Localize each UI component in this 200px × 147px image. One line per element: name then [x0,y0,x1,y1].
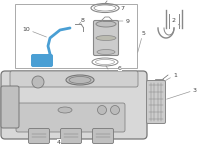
Ellipse shape [66,75,94,85]
Ellipse shape [58,107,72,113]
Ellipse shape [97,50,115,55]
FancyBboxPatch shape [61,128,82,143]
FancyBboxPatch shape [32,55,53,66]
Circle shape [111,106,120,115]
Bar [15,4,137,68]
Circle shape [98,106,107,115]
Text: 7: 7 [119,5,124,10]
Text: 1: 1 [165,72,177,81]
Circle shape [32,76,44,88]
Ellipse shape [96,21,116,27]
Text: 6: 6 [115,65,122,71]
Text: 2: 2 [172,17,180,26]
Ellipse shape [96,35,116,41]
FancyBboxPatch shape [10,71,138,87]
FancyBboxPatch shape [29,128,50,143]
FancyBboxPatch shape [1,71,147,139]
FancyBboxPatch shape [146,81,166,123]
Text: 4: 4 [54,139,61,145]
Text: 5: 5 [138,30,145,52]
Text: 3: 3 [167,87,197,99]
FancyBboxPatch shape [1,86,19,128]
FancyBboxPatch shape [16,103,125,132]
Text: 9: 9 [117,19,130,24]
FancyBboxPatch shape [93,128,114,143]
Text: 8: 8 [79,17,85,24]
Ellipse shape [69,76,91,83]
FancyBboxPatch shape [94,20,119,56]
Text: 10: 10 [22,26,46,37]
